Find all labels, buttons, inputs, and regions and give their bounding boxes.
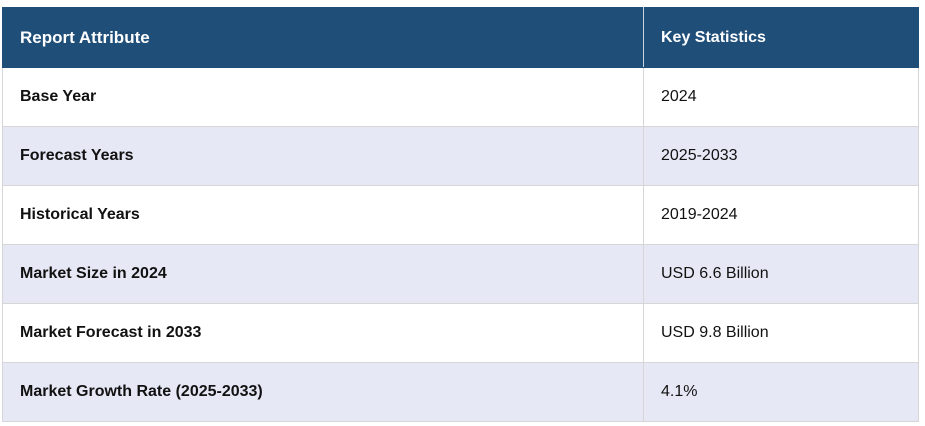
table-row: Forecast Years 2025-2033	[2, 126, 919, 186]
table-header: Report Attribute Key Statistics	[2, 7, 919, 68]
value-cell: 2019-2024	[643, 185, 919, 245]
attribute-cell: Market Forecast in 2033	[2, 303, 644, 363]
value-cell: 4.1%	[643, 362, 919, 422]
value-cell: USD 6.6 Billion	[643, 244, 919, 304]
attribute-cell: Historical Years	[2, 185, 644, 245]
table-row: Base Year 2024	[2, 67, 919, 127]
report-attributes-table: Report Attribute Key Statistics Base Yea…	[2, 7, 919, 422]
attribute-cell: Base Year	[2, 67, 644, 127]
attribute-cell: Market Growth Rate (2025-2033)	[2, 362, 644, 422]
table-row: Market Size in 2024 USD 6.6 Billion	[2, 244, 919, 304]
attribute-cell: Market Size in 2024	[2, 244, 644, 304]
table-row: Historical Years 2019-2024	[2, 185, 919, 245]
table-row: Market Forecast in 2033 USD 9.8 Billion	[2, 303, 919, 363]
table-row: Market Growth Rate (2025-2033) 4.1%	[2, 362, 919, 422]
column-header-report-attribute: Report Attribute	[2, 7, 644, 68]
attribute-cell: Forecast Years	[2, 126, 644, 186]
column-header-key-statistics: Key Statistics	[643, 7, 919, 68]
value-cell: USD 9.8 Billion	[643, 303, 919, 363]
header-row: Report Attribute Key Statistics	[2, 7, 919, 68]
value-cell: 2024	[643, 67, 919, 127]
table-body: Base Year 2024 Forecast Years 2025-2033 …	[2, 67, 919, 422]
value-cell: 2025-2033	[643, 126, 919, 186]
